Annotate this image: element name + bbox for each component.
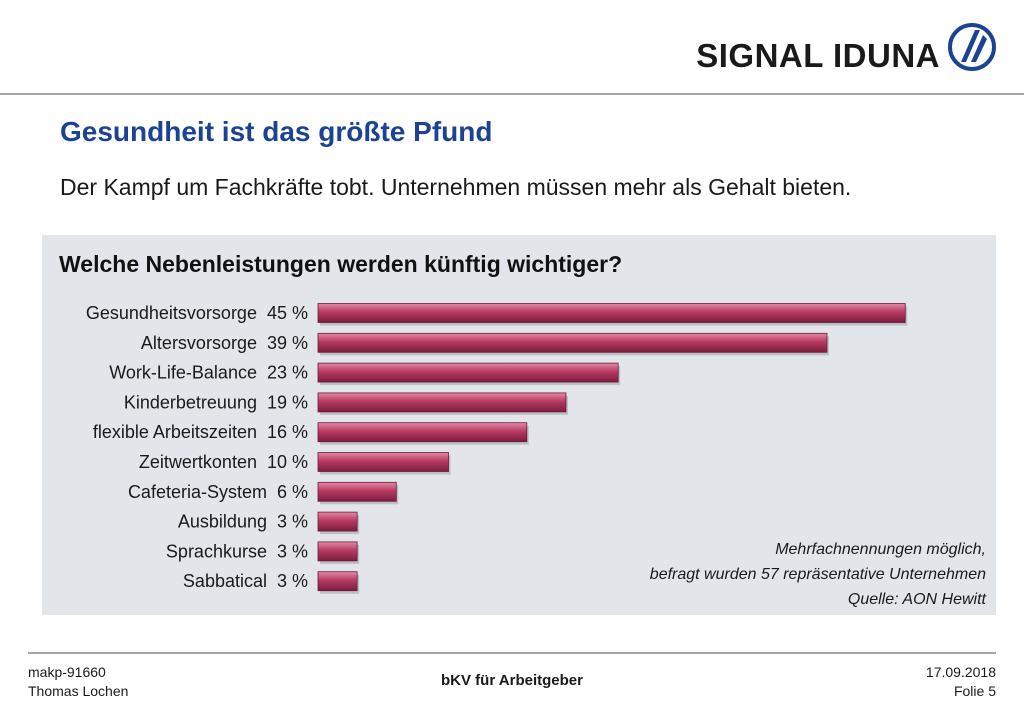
slide-subtitle: Der Kampf um Fachkräfte tobt. Unternehme…: [60, 174, 852, 200]
chart-title: Welche Nebenleistungen werden künftig wi…: [59, 251, 623, 277]
footer-date: 17.09.2018: [925, 664, 996, 680]
note-multiple-answers: Mehrfachnennungen möglich,: [775, 541, 986, 558]
footer-left: makp-91660 Thomas Lochen: [28, 663, 128, 701]
footer-divider: [28, 652, 996, 654]
footer-right: 17.09.2018 Folie 5: [926, 663, 996, 701]
note-source: Quelle: AON Hewitt: [847, 591, 986, 608]
footer-author: Thomas Lochen: [28, 683, 129, 699]
brand-logo-text: SIGNAL IDUNA: [696, 37, 940, 74]
note-sample: befragt wurden 57 repräsentative Unterne…: [649, 566, 986, 583]
brand-logo-icon: [948, 23, 996, 71]
slide-title: Gesundheit ist das größte Pfund: [60, 116, 493, 147]
footer-slide-number: Folie 5: [953, 683, 996, 699]
header-divider: [0, 93, 1024, 95]
footer-code: makp-91660: [28, 664, 106, 680]
footer-topic: bKV für Arbeitgeber: [441, 672, 583, 689]
